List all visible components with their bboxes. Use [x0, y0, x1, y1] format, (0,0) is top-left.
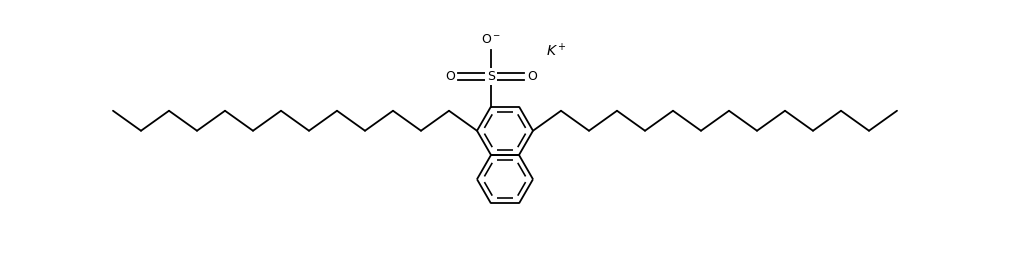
- Text: O$^-$: O$^-$: [481, 33, 501, 45]
- Text: O: O: [527, 70, 537, 83]
- Text: S: S: [487, 70, 495, 83]
- Text: O: O: [445, 70, 455, 83]
- Text: K$^+$: K$^+$: [546, 41, 567, 59]
